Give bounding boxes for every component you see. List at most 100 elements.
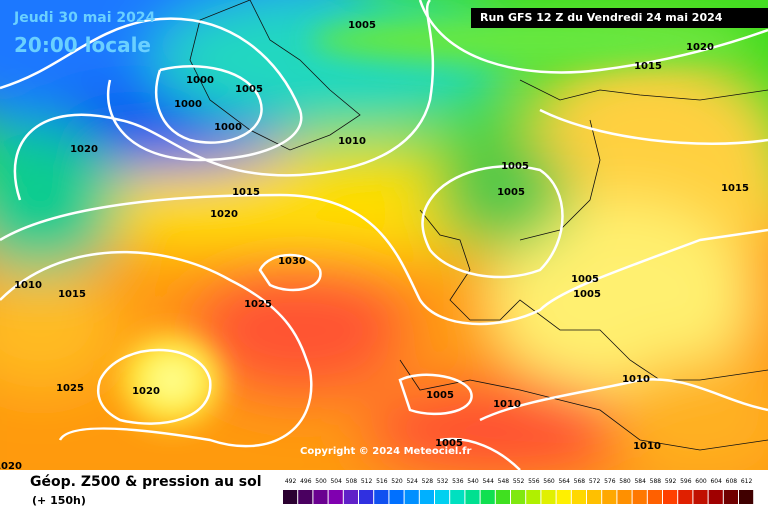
- copyright: Copyright © 2024 Meteociel.fr: [300, 446, 471, 457]
- legend-tick-label: 508: [346, 478, 358, 485]
- legend-tick-label: 512: [361, 478, 373, 485]
- isobar-label: 1005: [348, 20, 376, 31]
- legend-tick-label: 568: [574, 478, 586, 485]
- legend-tick-label: 548: [498, 478, 510, 485]
- legend-swatch: [480, 490, 495, 504]
- legend-swatch: [663, 490, 678, 504]
- legend-tick-label: 600: [695, 478, 707, 485]
- legend-tick-label: 584: [634, 478, 646, 485]
- legend-tick-label: 564: [558, 478, 570, 485]
- legend-swatch: [298, 490, 313, 504]
- legend-swatch: [678, 490, 693, 504]
- footer-range: (+ 150h): [32, 494, 86, 507]
- legend-tick-label: 556: [528, 478, 540, 485]
- legend-tick-label: 524: [406, 478, 418, 485]
- legend-tick-label: 500: [315, 478, 327, 485]
- isobar-label: 1015: [58, 289, 86, 300]
- isobar-label: 1025: [244, 299, 272, 310]
- legend-swatch: [465, 490, 480, 504]
- isobar-label: 1010: [622, 374, 650, 385]
- legend-tick-label: 560: [543, 478, 555, 485]
- legend-swatch: [374, 490, 389, 504]
- legend-swatch: [571, 490, 586, 504]
- legend-tick-label: 536: [452, 478, 464, 485]
- legend-tick-label: 612: [741, 478, 753, 485]
- legend-swatch: [343, 490, 358, 504]
- legend-tick-label: 492: [285, 478, 297, 485]
- run-label: Run GFS 12 Z du Vendredi 24 mai 2024: [480, 11, 723, 24]
- legend-tick-label: 544: [482, 478, 494, 485]
- legend-swatch: [313, 490, 328, 504]
- date-label: Jeudi 30 mai 2024: [13, 10, 156, 26]
- isobar-label: 1020: [686, 42, 714, 53]
- isobar-label: 1005: [435, 438, 463, 449]
- isobar-label: 1015: [634, 61, 662, 72]
- legend-tick-label: 516: [376, 478, 388, 485]
- isobar-label: 1020: [210, 209, 238, 220]
- isobar-label: 1000: [186, 75, 214, 86]
- isobar-label: 1010: [493, 399, 521, 410]
- legend-tick-label: 528: [422, 478, 434, 485]
- legend-swatch: [647, 490, 662, 504]
- isobar-label: 1010: [338, 136, 366, 147]
- run-banner: [471, 8, 768, 28]
- legend-swatch: [723, 490, 738, 504]
- isobars: [0, 0, 768, 470]
- legend-swatch: [708, 490, 723, 504]
- legend-tick-label: 580: [619, 478, 631, 485]
- footer-title: Géop. Z500 & pression au sol: [30, 474, 262, 490]
- legend-swatch: [404, 490, 419, 504]
- legend-swatch: [526, 490, 541, 504]
- coastlines: [189, 0, 768, 451]
- legend-swatch: [602, 490, 617, 504]
- isobar-label: 1010: [14, 280, 42, 291]
- isobar-label: 1020: [70, 144, 98, 155]
- legend-tick-label: 496: [300, 478, 312, 485]
- isobar-label: 1020: [0, 461, 22, 472]
- legend-tick-label: 576: [604, 478, 616, 485]
- isobar-label: 1015: [721, 183, 749, 194]
- isobar-label: 1020: [132, 386, 160, 397]
- legend-swatch: [511, 490, 526, 504]
- legend-tick-label: 540: [467, 478, 479, 485]
- legend-tick-label: 552: [513, 478, 525, 485]
- legend-swatch: [556, 490, 571, 504]
- isobar-label: 1000: [174, 99, 202, 110]
- legend-tick-label: 520: [391, 478, 403, 485]
- legend-swatch: [450, 490, 465, 504]
- legend-tick-label: 572: [589, 478, 601, 485]
- legend-tick-label: 504: [330, 478, 342, 485]
- legend-swatch: [739, 490, 754, 504]
- isobar-label: 1005: [235, 84, 263, 95]
- legend-swatch: [495, 490, 510, 504]
- legend-tick-label: 604: [710, 478, 722, 485]
- legend-swatch: [693, 490, 708, 504]
- legend-tick-label: 588: [650, 478, 662, 485]
- legend-swatch: [359, 490, 374, 504]
- isobar-label: 1015: [232, 187, 260, 198]
- legend-swatch: [541, 490, 556, 504]
- legend-tick-label: 608: [726, 478, 738, 485]
- isobar-label: 1010: [633, 441, 661, 452]
- legend-swatch: [435, 490, 450, 504]
- legend-swatch: [632, 490, 647, 504]
- isobar-label: 1030: [278, 256, 306, 267]
- time-label: 20:00 locale: [14, 33, 151, 57]
- legend-swatch: [283, 490, 298, 504]
- isobar-label: 1000: [214, 122, 242, 133]
- legend-swatch: [328, 490, 343, 504]
- isobar-label: 1005: [501, 161, 529, 172]
- isobar-label: 1005: [573, 289, 601, 300]
- legend-tick-label: 532: [437, 478, 449, 485]
- isobar-label: 1005: [497, 187, 525, 198]
- legend-swatch: [587, 490, 602, 504]
- isobar-label: 1005: [426, 390, 454, 401]
- legend-swatch: [617, 490, 632, 504]
- legend-swatch: [389, 490, 404, 504]
- legend-tick-label: 592: [665, 478, 677, 485]
- legend-tick-label: 596: [680, 478, 692, 485]
- isobar-label: 1005: [571, 274, 599, 285]
- isobar-label: 1025: [56, 383, 84, 394]
